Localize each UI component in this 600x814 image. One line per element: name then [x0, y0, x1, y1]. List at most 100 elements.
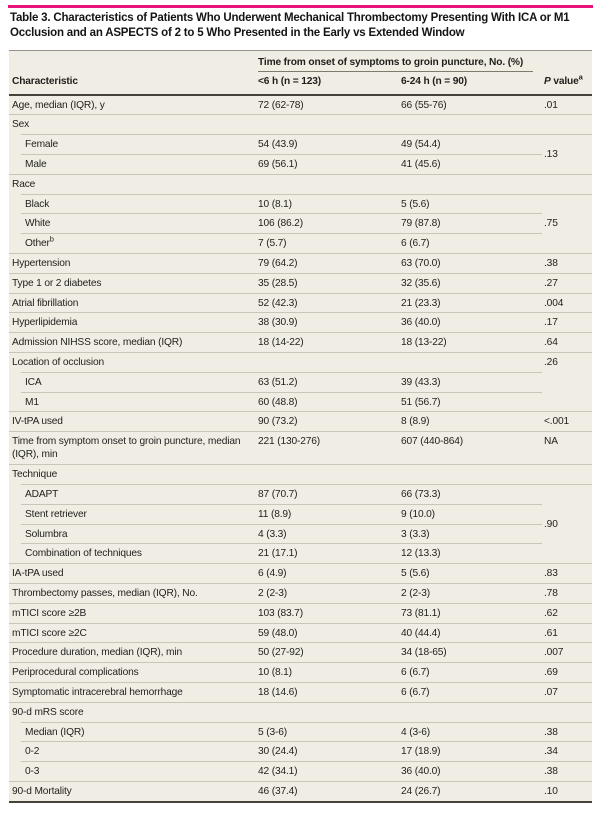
row-label-text: Female: [25, 139, 59, 151]
row-label: Hypertension: [9, 254, 256, 274]
row-label-text: White: [25, 218, 51, 230]
table-row: Location of occlusion .26: [9, 352, 593, 413]
row-label-text: Procedure duration, median (IQR), min: [12, 647, 182, 659]
row-label: Race: [9, 174, 256, 195]
value-early-window: [256, 115, 399, 136]
value-early-window: 63 (51.2): [256, 373, 399, 393]
row-label-text: Hypertension: [12, 257, 71, 269]
table-subrow: 0-2 30 (24.4) 17 (18.9) .34: [9, 742, 593, 763]
table-row: Atrial fibrillation 52 (42.3) 21 (23.3) .00…: [9, 294, 593, 314]
p-value: .69: [542, 663, 593, 683]
table-row: Type 1 or 2 diabetes 35 (28.5) 32 (35.6) .2…: [9, 274, 593, 294]
row-label: ADAPT: [9, 485, 256, 505]
row-label: IA-tPA used: [9, 564, 256, 585]
p-value: .75: [542, 195, 593, 254]
table-subrow: Median (IQR) 5 (3-6) 4 (3-6) .38: [9, 722, 593, 743]
value-early-window: 11 (8.9): [256, 505, 399, 525]
table-row: Technique: [9, 465, 593, 486]
value-early-window: 30 (24.4): [256, 742, 399, 763]
value-extended-window: 34 (18-65): [399, 643, 542, 664]
row-label: Stent retriever: [9, 504, 256, 525]
p-value: .90: [542, 485, 593, 565]
value-extended-window: 6 (6.7): [399, 663, 542, 683]
table-subrow: Otherb 7 (5.7) 6 (6.7): [9, 234, 592, 254]
table-subrow: 0-3 42 (34.1) 36 (40.0) .38: [9, 762, 593, 782]
row-label: 90-d mRS score: [9, 702, 256, 723]
row-label-text: ADAPT: [25, 489, 59, 501]
p-value: NA: [542, 432, 593, 466]
row-label-text: Technique: [12, 469, 58, 481]
value-extended-window: 4 (3-6): [399, 723, 542, 743]
table-row: Admission NIHSS score, median (IQR) 18 (1…: [9, 333, 593, 353]
row-label: Admission NIHSS score, median (IQR): [9, 333, 256, 353]
row-label-text: mTICI score ≥2B: [12, 607, 87, 619]
value-early-window: 59 (48.0): [256, 624, 399, 644]
p-value: .64: [542, 333, 593, 353]
row-label-text: Hyperlipidemia: [12, 317, 78, 329]
p-value: .10: [544, 785, 558, 797]
p-value: [542, 465, 593, 486]
row-label: Hyperlipidemia: [9, 313, 256, 334]
value-extended-window: [399, 115, 542, 136]
row-label: Male: [9, 155, 256, 175]
value-extended-window: 8 (8.9): [399, 412, 542, 433]
value-early-window: [256, 703, 399, 723]
row-label: Female: [9, 135, 256, 155]
table-subrow: M1 60 (48.8) 51 (56.7): [9, 393, 592, 413]
row-label-text: Sex: [12, 119, 30, 131]
table-row: mTICI score ≥2B 103 (83.7) 73 (81.1) .62: [9, 604, 593, 624]
table-row: Hypertension 79 (64.2) 63 (70.0) .38: [9, 254, 593, 274]
value-extended-window: 32 (35.6): [399, 274, 542, 294]
table-row: Race: [9, 174, 593, 195]
col-header-early-window: <6 h (n = 123): [256, 72, 399, 96]
table-row: Periprocedural complications 10 (8.1) 6 (6…: [9, 663, 593, 683]
row-label: 90-d Mortality: [9, 782, 256, 801]
p-value: .01: [542, 96, 593, 116]
value-early-window: 6 (4.9): [256, 564, 399, 585]
value-early-window: 21 (17.1): [256, 544, 399, 565]
row-label-text: Thrombectomy passes, median (IQR), No.: [12, 588, 198, 600]
value-early-window: 5 (3-6): [256, 723, 399, 743]
value-extended-window: 66 (55-76): [399, 96, 542, 116]
value-extended-window: [399, 175, 542, 195]
row-label: Periprocedural complications: [9, 663, 256, 683]
row-label: Black: [9, 194, 256, 215]
p-value: .83: [542, 564, 593, 585]
value-early-window: 87 (70.7): [256, 485, 399, 505]
row-label-text: M1: [25, 396, 39, 408]
table-subrow: Solumbra 4 (3.3) 3 (3.3): [9, 524, 592, 545]
spanner-spacer: [9, 51, 256, 72]
row-label-text: Location of occlusion: [12, 356, 104, 368]
row-label-text: 0-3: [25, 766, 40, 778]
value-extended-window: 18 (13-22): [399, 333, 542, 353]
row-label: Procedure duration, median (IQR), min: [9, 643, 256, 664]
p-value: [542, 703, 593, 723]
row-label: M1: [9, 393, 256, 413]
table-row: IV-tPA used 90 (73.2) 8 (8.9) <.001: [9, 412, 593, 433]
value-extended-window: 39 (43.3): [399, 373, 542, 393]
table-subrow: Female 54 (43.9) 49 (54.4) .13: [9, 135, 593, 175]
table-subrow: White 106 (86.2) 79 (87.8): [9, 214, 592, 235]
value-extended-window: 607 (440-864): [399, 432, 542, 466]
row-label-text: Type 1 or 2 diabetes: [12, 277, 102, 289]
row-label-text: ICA: [25, 376, 42, 388]
spanner-label: Time from onset of symptoms to groin pun…: [258, 56, 534, 73]
pvalue-footnote-marker: a: [578, 72, 583, 82]
value-early-window: 4 (3.3): [256, 525, 399, 545]
value-early-window: 106 (86.2): [256, 214, 399, 235]
p-value: .17: [542, 313, 593, 334]
row-label: Symptomatic intracerebral hemorrhage: [9, 683, 256, 703]
p-value: .13: [542, 135, 593, 175]
row-label: White: [9, 214, 256, 235]
value-early-window: 10 (8.1): [256, 195, 399, 215]
row-label: Solumbra: [9, 524, 256, 545]
value-early-window: 38 (30.9): [256, 313, 399, 334]
row-label: Thrombectomy passes, median (IQR), No.: [9, 584, 256, 604]
row-label-text: Periprocedural complications: [12, 667, 139, 679]
pvalue-italic-p: P: [544, 76, 551, 88]
row-label-text: IV-tPA used: [12, 416, 63, 428]
table-row: Time from symptom onset to groin punctur…: [9, 432, 593, 466]
col-header-pvalue: P valuea: [542, 72, 593, 96]
value-extended-window: 36 (40.0): [399, 762, 542, 782]
value-extended-window: 66 (73.3): [399, 485, 542, 505]
